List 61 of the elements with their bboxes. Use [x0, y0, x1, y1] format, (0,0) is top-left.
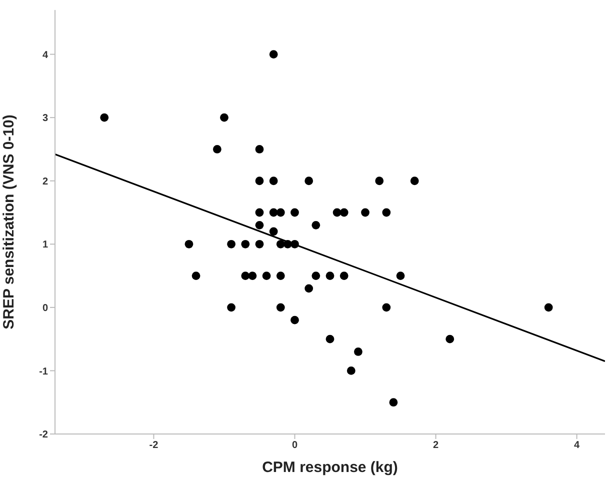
x-tick-label: -2 — [149, 440, 159, 452]
point — [255, 240, 264, 248]
point — [220, 113, 228, 122]
point — [361, 208, 370, 217]
point — [290, 316, 299, 324]
point — [375, 176, 384, 186]
point — [446, 334, 454, 344]
point — [389, 398, 398, 407]
point — [241, 272, 250, 280]
x-tick-label: 0 — [292, 440, 298, 452]
point — [346, 366, 356, 375]
point — [241, 240, 250, 248]
point — [396, 272, 405, 280]
point — [276, 240, 285, 248]
point — [290, 240, 299, 248]
point — [332, 208, 342, 217]
point — [312, 220, 320, 230]
point — [212, 145, 222, 154]
x-tick-label: 2 — [432, 440, 439, 452]
point — [276, 303, 285, 312]
point — [410, 176, 419, 186]
point — [255, 220, 264, 230]
point — [269, 50, 278, 58]
point — [255, 145, 264, 154]
y-axis-title: SREP sensitization (VNS 0-10) — [0, 114, 18, 330]
point — [276, 272, 285, 280]
point — [276, 208, 285, 217]
point — [192, 272, 200, 280]
x-tick-label: 4 — [574, 440, 580, 452]
point — [255, 208, 264, 217]
point — [340, 272, 348, 280]
point — [382, 303, 391, 312]
y-tick-label: 2 — [42, 176, 48, 188]
point — [326, 334, 334, 344]
point — [227, 240, 236, 248]
y-tick-label: -1 — [39, 366, 48, 378]
point — [184, 240, 194, 248]
point — [269, 208, 278, 217]
x-axis-title: CPM response (kg) — [262, 459, 398, 476]
y-tick-label: 3 — [42, 113, 48, 124]
point — [340, 208, 348, 217]
point — [304, 176, 314, 186]
y-tick-label: -2 — [39, 430, 48, 441]
point — [354, 348, 362, 356]
point — [290, 208, 299, 217]
y-tick-label: 1 — [42, 240, 48, 251]
point — [326, 272, 334, 280]
point — [269, 176, 278, 186]
point — [283, 240, 292, 248]
point — [227, 303, 236, 312]
point — [312, 272, 320, 280]
point — [255, 176, 264, 186]
point — [269, 227, 278, 236]
y-tick-label: 4 — [42, 50, 48, 61]
point — [248, 272, 257, 280]
point — [544, 303, 553, 312]
y-tick-label: 0 — [42, 302, 48, 314]
point — [100, 113, 109, 122]
point — [382, 208, 391, 217]
point — [304, 284, 314, 293]
point — [262, 272, 271, 280]
